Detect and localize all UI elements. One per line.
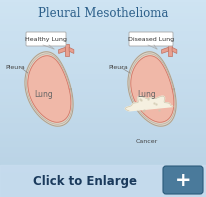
Text: Pleural Mesothelioma: Pleural Mesothelioma [38,7,167,20]
Text: Cancer: Cancer [135,139,157,144]
Polygon shape [65,44,69,56]
Polygon shape [161,47,167,53]
FancyBboxPatch shape [128,32,172,46]
Text: Pleura: Pleura [5,64,25,70]
Polygon shape [130,56,173,122]
Polygon shape [167,44,171,56]
Text: Pleura: Pleura [108,64,127,70]
Text: +: + [174,170,190,190]
Text: Diseased Lung: Diseased Lung [127,36,173,42]
Bar [0,165,206,197]
Text: Click to Enlarge: Click to Enlarge [33,175,136,188]
Polygon shape [25,52,73,126]
FancyBboxPatch shape [162,166,202,194]
Polygon shape [58,47,65,53]
Text: Lung: Lung [137,89,156,98]
Polygon shape [171,47,176,53]
Text: Lung: Lung [34,89,53,98]
Polygon shape [28,56,70,122]
Text: Healthy Lung: Healthy Lung [25,36,67,42]
FancyBboxPatch shape [26,32,66,46]
Polygon shape [125,96,172,111]
Polygon shape [127,52,175,126]
Polygon shape [69,47,74,53]
